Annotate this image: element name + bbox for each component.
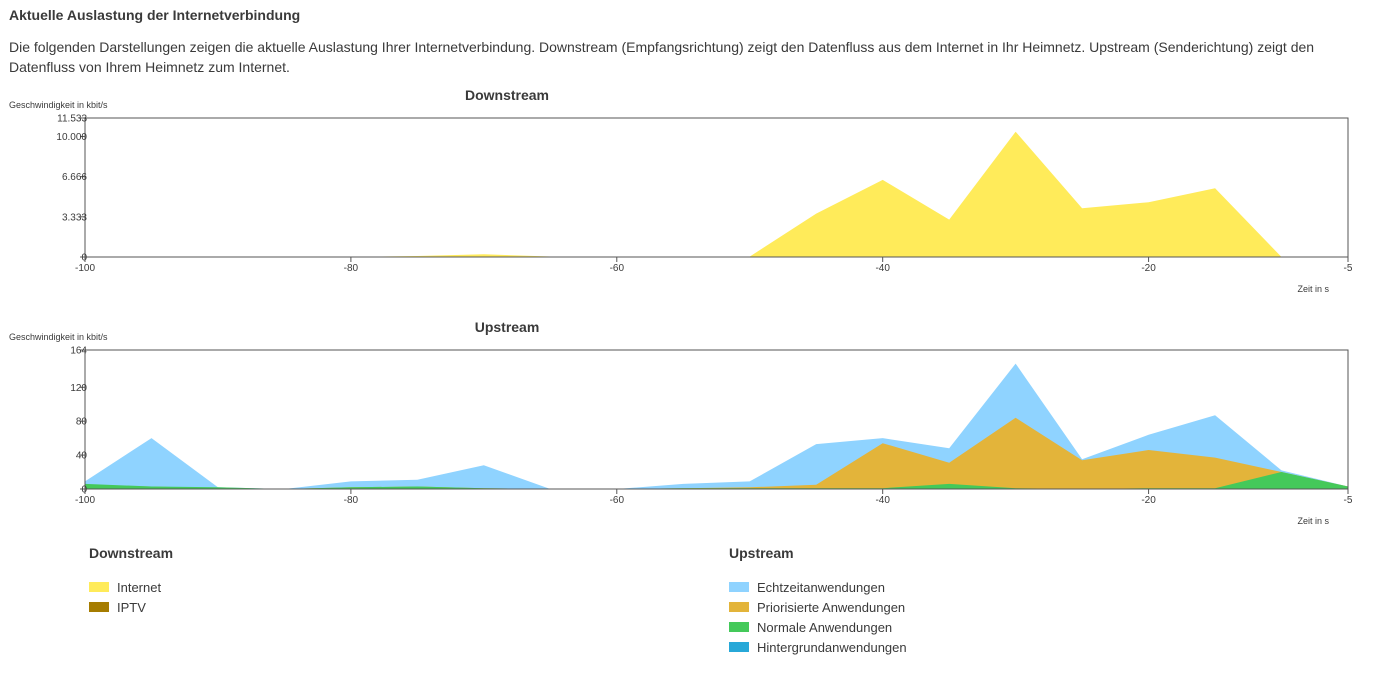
downstream-x-tick-label: -40 — [875, 263, 890, 274]
downstream-x-tick-label: -20 — [1141, 263, 1156, 274]
upstream-legend-swatch — [729, 582, 749, 592]
upstream-y-tick-label: 80 — [76, 417, 88, 428]
upstream-y-tick-label: 164 — [70, 346, 87, 357]
upstream-series-normale-anwendungen — [85, 472, 1348, 489]
downstream-y-tick-label: 3.333 — [62, 212, 87, 223]
upstream-y-axis-label: Geschwindigkeit in kbit/s — [9, 332, 108, 342]
downstream-chart: Downstream Geschwindigkeit in kbit/s 0 3.33… — [9, 87, 1353, 294]
downstream-legend-label: IPTV — [117, 599, 146, 615]
upstream-legend: Upstream Echtzeitanwendungen Priorisierte… — [729, 545, 907, 657]
upstream-y-tick-label: 120 — [70, 383, 87, 394]
upstream-y-tick-label: 40 — [76, 451, 88, 462]
upstream-chart: Upstream Geschwindigkeit in kbit/s 0 40 80 12… — [9, 319, 1353, 526]
upstream-x-tick-label: -80 — [344, 495, 359, 506]
page-description: Die folgenden Darstellungen zeigen die a… — [9, 39, 1315, 75]
upstream-legend-swatch — [729, 602, 749, 612]
upstream-legend-swatch — [729, 622, 749, 632]
upstream-x-tick-label: -100 — [75, 495, 95, 506]
downstream-legend-item[interactable]: IPTV — [89, 597, 173, 617]
upstream-x-tick-label: -5 — [1344, 495, 1353, 506]
downstream-y-tick-label: 6.666 — [62, 172, 87, 183]
downstream-y-tick-label: 11.533 — [57, 114, 87, 125]
upstream-legend-title: Upstream — [729, 545, 794, 561]
upstream-series-priorisierte-anwendungen — [85, 417, 1348, 489]
downstream-plot-frame — [84, 117, 1349, 258]
upstream-plot-frame — [84, 349, 1349, 490]
downstream-y-tick-label: 10.000 — [56, 132, 87, 143]
downstream-x-tick-label: -80 — [344, 263, 359, 274]
upstream-legend-item[interactable]: Normale Anwendungen — [729, 617, 907, 637]
downstream-legend-title: Downstream — [89, 545, 174, 561]
upstream-legend-item[interactable]: Hintergrundanwendungen — [729, 637, 907, 657]
upstream-x-tick-label: -40 — [875, 495, 890, 506]
downstream-chart-title: Downstream — [465, 87, 549, 103]
upstream-x-tick-label: -20 — [1141, 495, 1156, 506]
upstream-chart-title: Upstream — [475, 319, 540, 335]
downstream-x-axis-label: Zeit in s — [1297, 284, 1329, 294]
page-title: Aktuelle Auslastung der Internetverbindu… — [9, 7, 301, 23]
upstream-legend-swatch — [729, 642, 749, 652]
downstream-x-tick-label: -60 — [610, 263, 625, 274]
downstream-x-tick-label: -100 — [75, 263, 95, 274]
downstream-y-axis-label: Geschwindigkeit in kbit/s — [9, 100, 108, 110]
downstream-legend-swatch — [89, 602, 109, 612]
upstream-y-tick-label: 0 — [81, 485, 87, 496]
downstream-legend-item[interactable]: Internet — [89, 577, 173, 597]
upstream-legend-label: Normale Anwendungen — [757, 619, 893, 635]
downstream-legend: Downstream Internet IPTV — [89, 545, 173, 617]
upstream-x-axis-label: Zeit in s — [1297, 516, 1329, 526]
upstream-legend-item[interactable]: Echtzeitanwendungen — [729, 577, 907, 597]
upstream-x-tick-label: -60 — [610, 495, 625, 506]
upstream-legend-label: Priorisierte Anwendungen — [757, 599, 906, 615]
upstream-legend-label: Echtzeitanwendungen — [757, 579, 885, 595]
downstream-legend-swatch — [89, 582, 109, 592]
downstream-legend-label: Internet — [117, 579, 162, 595]
upstream-legend-item[interactable]: Priorisierte Anwendungen — [729, 597, 907, 617]
downstream-x-tick-label: -5 — [1344, 263, 1353, 274]
downstream-series-internet — [85, 131, 1348, 257]
downstream-y-tick-label: 0 — [81, 253, 87, 264]
upstream-legend-label: Hintergrundanwendungen — [757, 639, 907, 655]
